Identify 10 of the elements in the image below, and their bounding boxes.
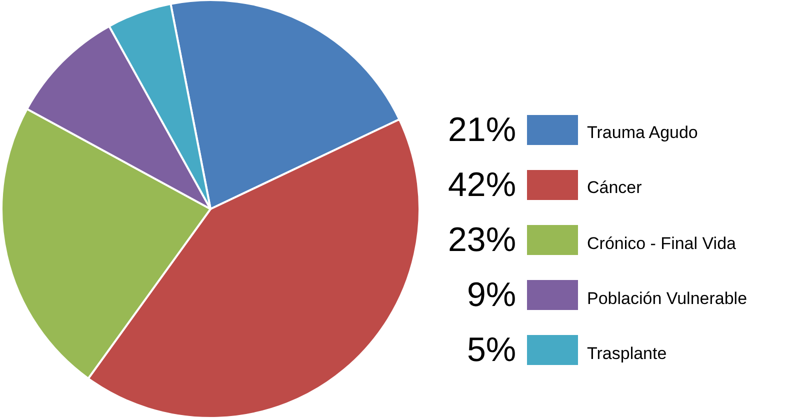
legend-label: Población Vulnerable (587, 289, 748, 308)
data-label: 23% (448, 221, 516, 259)
data-label: 9% (467, 276, 516, 314)
data-label: 42% (448, 166, 516, 204)
legend-label: Crónico - Final Vida (587, 234, 737, 253)
legend-label: Cáncer (587, 178, 642, 197)
data-label: 5% (467, 331, 516, 369)
data-label: 21% (448, 111, 516, 149)
legend-label: Trasplante (587, 344, 667, 363)
legend-label: Trauma Agudo (587, 123, 698, 142)
